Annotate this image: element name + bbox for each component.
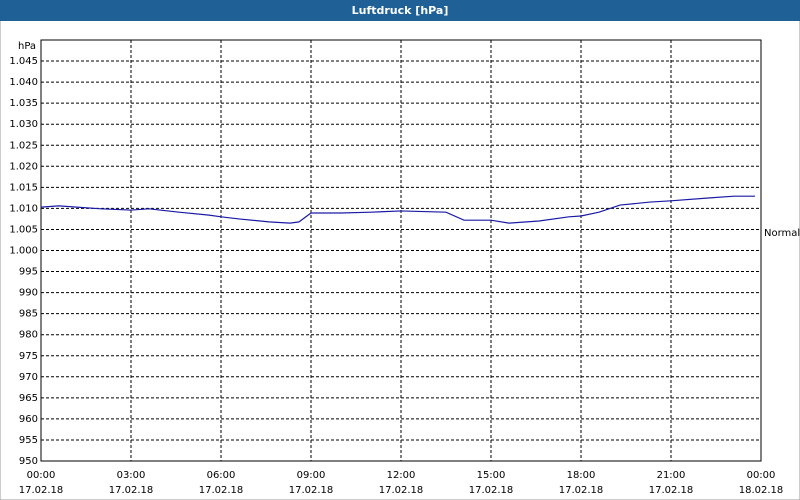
y-tick-label: 970 [19,372,38,383]
y-tick-label: 975 [19,351,38,362]
y-tick-label: 960 [19,414,38,425]
x-tick-date: 17.02.18 [289,485,334,496]
y-tick-label: 990 [19,288,38,299]
x-tick-date: 17.02.18 [559,485,604,496]
x-tick-date: 17.02.18 [109,485,154,496]
y-tick-label: 1.000 [9,246,38,257]
x-tick-label: 21:00 [657,470,686,481]
x-tick-label: 00:00 [747,470,776,481]
legend-label: Normal [764,228,800,239]
chart-title: Luftdruck [hPa] [352,4,449,17]
plot-border [40,39,762,462]
y-tick-label: 965 [19,393,38,404]
x-tick-label: 09:00 [297,470,326,481]
y-tick-label: 1.025 [9,140,38,151]
x-tick-date: 17.02.18 [379,485,424,496]
data-line [40,195,755,224]
y-tick-label: 950 [19,456,38,467]
y-tick-label: 1.005 [9,224,38,235]
x-tick-date: 18.02.18 [739,485,784,496]
x-tick-label: 18:00 [567,470,596,481]
x-tick-label: 06:00 [207,470,236,481]
y-tick-label: 1.015 [9,182,38,193]
y-tick-label: 980 [19,330,38,341]
x-tick-label: 12:00 [387,470,416,481]
y-tick-label: 955 [19,435,38,446]
x-tick-label: 15:00 [477,470,506,481]
x-tick-date: 17.02.18 [199,485,244,496]
y-tick-label: 1.040 [9,77,38,88]
y-axis-label: hPa [18,41,36,52]
y-tick-label: 995 [19,267,38,278]
y-tick-label: 1.035 [9,98,38,109]
x-tick-date: 17.02.18 [19,485,64,496]
y-tick-label: 985 [19,309,38,320]
x-tick-date: 17.02.18 [469,485,514,496]
title-bar [0,0,800,21]
y-tick-label: 1.020 [9,161,38,172]
x-tick-label: 03:00 [117,470,146,481]
y-tick-label: 1.030 [9,119,38,130]
y-tick-label: 1.045 [9,56,38,67]
y-tick-label: 1.010 [9,203,38,214]
x-tick-date: 17.02.18 [649,485,694,496]
x-tick-label: 00:00 [27,470,56,481]
